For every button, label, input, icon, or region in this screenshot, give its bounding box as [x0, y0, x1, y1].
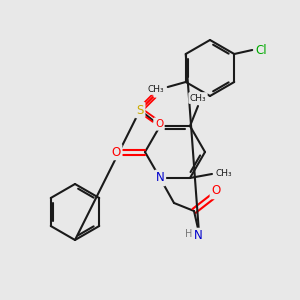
Text: O: O: [155, 86, 163, 96]
Text: Cl: Cl: [255, 44, 267, 56]
Text: O: O: [212, 184, 220, 197]
Text: CH₃: CH₃: [147, 85, 164, 94]
Text: O: O: [111, 146, 121, 158]
Text: N: N: [156, 172, 164, 184]
Text: S: S: [136, 103, 144, 116]
Text: O: O: [155, 119, 163, 129]
Text: H: H: [185, 229, 193, 239]
Text: CH₃: CH₃: [190, 94, 206, 103]
Text: N: N: [194, 230, 202, 242]
Text: CH₃: CH₃: [216, 169, 232, 178]
